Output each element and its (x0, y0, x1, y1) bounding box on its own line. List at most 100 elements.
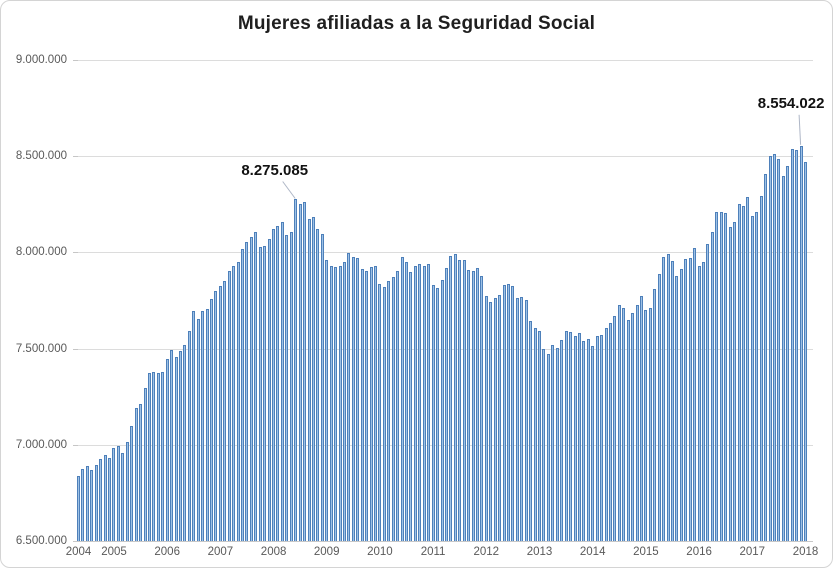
bar (422, 266, 426, 541)
bar (81, 468, 85, 541)
bar (741, 206, 745, 541)
bar (648, 307, 652, 541)
bar (462, 260, 466, 541)
bar (396, 270, 400, 541)
bar (693, 248, 697, 541)
bar (334, 267, 338, 541)
x-axis-year-label: 2011 (420, 546, 446, 558)
x-axis-line (74, 541, 813, 542)
bar (192, 311, 196, 541)
bar (134, 407, 138, 541)
bar (533, 327, 537, 541)
bar (205, 309, 209, 541)
bar (387, 280, 391, 541)
bar (108, 458, 112, 541)
bar (356, 258, 360, 541)
bar (617, 304, 621, 541)
bar (178, 350, 182, 541)
bar (103, 454, 107, 541)
y-gridline (74, 60, 813, 61)
chart-title: Mujeres afiliadas a la Seguridad Social (237, 13, 596, 34)
bar (573, 336, 577, 541)
bar (489, 301, 493, 541)
x-axis-year-label: 2015 (633, 546, 659, 558)
bar (608, 322, 612, 541)
bar (604, 327, 608, 541)
bar (311, 216, 315, 541)
bar (719, 211, 723, 541)
bar (254, 232, 258, 541)
bar (77, 475, 80, 541)
bar (639, 296, 643, 541)
bar (675, 275, 679, 541)
y-gridline (74, 252, 813, 254)
bar (467, 269, 471, 541)
bar (777, 158, 781, 541)
bar (85, 465, 89, 541)
y-axis-tick-label: 8.000.000 (15, 246, 67, 259)
y-axis-tick (73, 444, 78, 446)
bar (635, 304, 639, 541)
bar (733, 221, 737, 541)
bar (772, 153, 776, 541)
bar (710, 232, 714, 541)
annotation-label: 8.275.085 (241, 161, 309, 179)
bar (453, 253, 457, 541)
bar (684, 259, 688, 541)
bar (440, 279, 444, 541)
x-axis-year-label: 2008 (260, 546, 287, 558)
bar (143, 387, 147, 541)
bar (267, 239, 271, 541)
bar (245, 242, 249, 541)
bar (507, 283, 510, 541)
bar (374, 265, 377, 541)
y-axis-tick-label: 8.500.000 (15, 150, 67, 163)
bar (121, 452, 125, 541)
bar (560, 339, 564, 541)
y-axis-tick (73, 60, 78, 61)
bar (622, 307, 626, 541)
bar (546, 353, 550, 541)
y-axis-tick-label: 9.000.000 (15, 54, 67, 66)
bar (338, 265, 342, 541)
bar (347, 253, 351, 541)
bar (471, 271, 475, 541)
bar (728, 227, 732, 541)
bar (759, 195, 763, 541)
bar (436, 287, 440, 541)
bar (201, 310, 205, 541)
bar (484, 296, 488, 541)
bar (161, 371, 165, 541)
bar (444, 267, 448, 541)
bar (520, 297, 524, 541)
bar (790, 148, 794, 541)
bar (391, 277, 395, 541)
bar (591, 345, 595, 541)
bar (764, 173, 768, 541)
bar (564, 331, 568, 541)
bar (582, 341, 586, 541)
bar (400, 257, 404, 541)
x-axis-year-label: 2009 (313, 546, 340, 558)
bar (431, 284, 435, 541)
bar (781, 175, 785, 541)
bar (542, 348, 546, 541)
bar (493, 297, 497, 541)
x-axis-year-label: 2017 (739, 546, 766, 558)
bar (294, 199, 298, 541)
bar (94, 464, 98, 541)
bar (112, 447, 116, 541)
bar (413, 265, 417, 541)
bar (289, 232, 293, 541)
bar (236, 262, 240, 541)
bar (223, 280, 227, 541)
bar (249, 237, 253, 541)
y-axis-tick (73, 156, 78, 158)
annotation-leader-line (282, 181, 296, 199)
x-axis-year-label: 2007 (207, 546, 234, 558)
bar (360, 269, 364, 541)
x-axis-year-label: 2005 (101, 546, 127, 558)
bar (706, 244, 710, 541)
y-gridline (74, 348, 813, 350)
